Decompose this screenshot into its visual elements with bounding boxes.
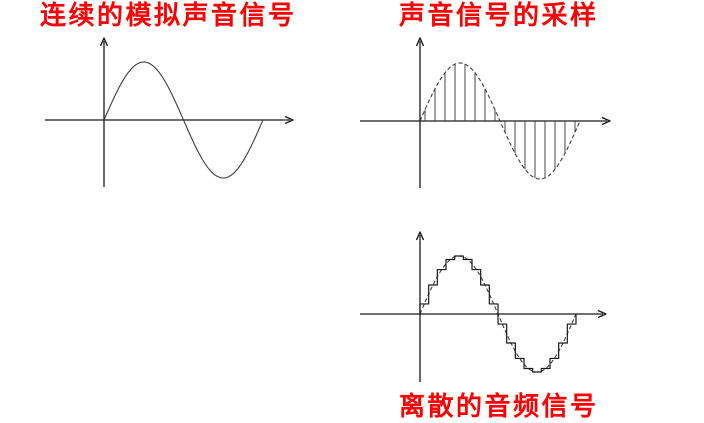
staircase-wave (419, 255, 577, 373)
label-signal-sampling: 声音信号的采样 (399, 0, 599, 30)
x-axis-arrow-icon (601, 116, 611, 126)
y-axis-arrow-icon (99, 37, 109, 47)
label-discrete-audio-signal: 离散的音频信号 (399, 391, 599, 421)
y-axis-arrow-icon (415, 37, 425, 47)
panel-discrete-audio-signal (360, 231, 607, 382)
x-axis-arrow-icon (597, 309, 607, 319)
panel-sampled-signal (360, 37, 611, 188)
sine-wave (103, 61, 264, 179)
x-axis-arrow-icon (284, 115, 294, 125)
label-continuous-analog-signal: 连续的模拟声音信号 (40, 0, 297, 30)
panel-continuous-analog-signal (45, 37, 294, 187)
y-axis-arrow-icon (415, 231, 425, 241)
sine-wave (419, 62, 581, 180)
